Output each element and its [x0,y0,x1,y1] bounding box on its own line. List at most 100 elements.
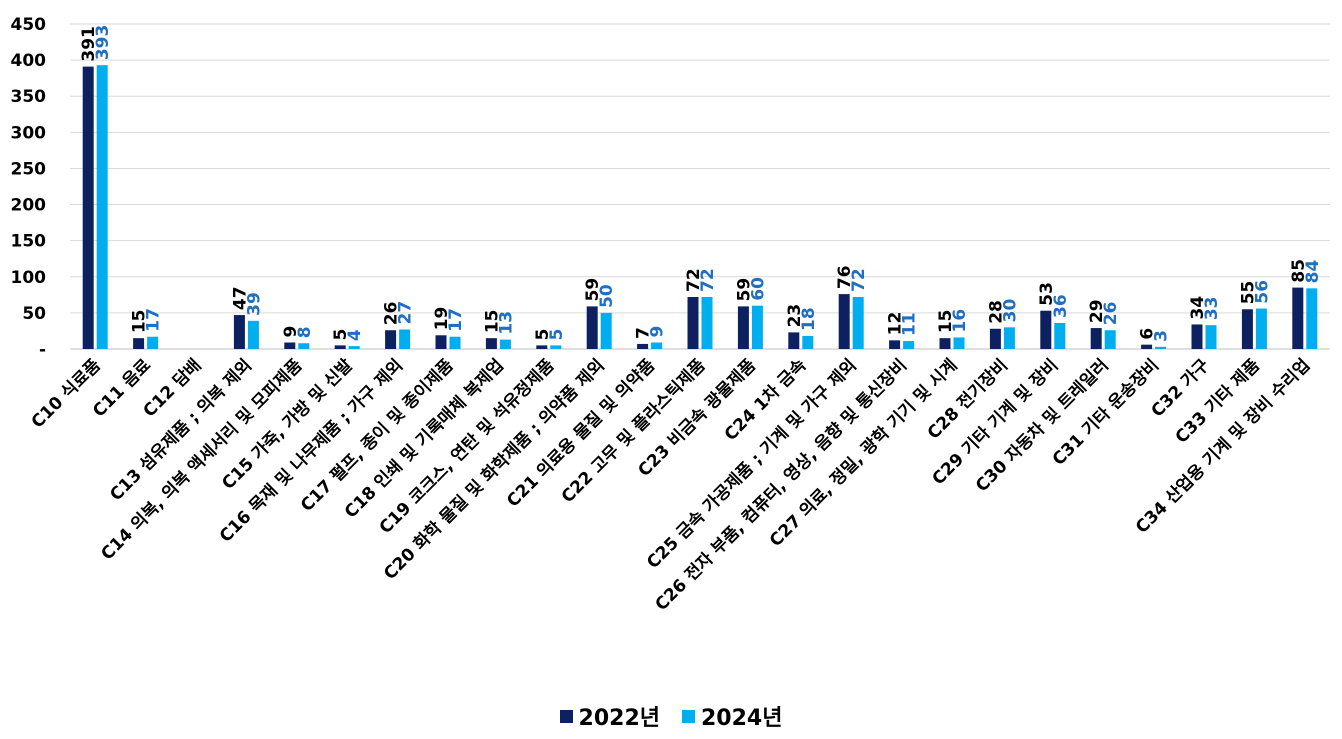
y-tick-label: 350 [11,87,47,107]
legend: 2022년 2024년 [0,700,1342,732]
bar-2022 [133,338,145,349]
data-label-2024: 33 [1202,296,1222,320]
bar-2024 [651,342,663,349]
data-label-2022: 15 [482,309,502,333]
data-label-2024: 8 [295,326,315,338]
data-label-2024: 9 [648,326,668,338]
data-label-2024: 60 [748,277,768,301]
bar-2024 [903,341,915,349]
bar-2022 [838,294,850,349]
bar-2024 [247,320,259,349]
bar-2024 [1306,288,1318,349]
bar-2024 [550,345,562,349]
bar-2024 [852,297,864,349]
y-tick-label: 200 [11,196,47,216]
bar-2022 [334,345,346,349]
bar-2022 [1292,287,1304,349]
data-label-2022: 47 [230,286,250,310]
data-label-2022: 55 [1238,281,1258,305]
data-label-2024: 18 [799,307,819,331]
data-label-2022: 59 [583,278,603,302]
data-label-2022: 15 [936,309,956,333]
data-label-2024: 72 [849,268,869,292]
legend-swatch-2022 [559,709,573,723]
bar-2022 [485,338,497,349]
bar-2022 [939,338,951,349]
y-tick-label: - [39,340,46,360]
data-label-2022: 19 [432,307,452,331]
data-label-2024: 5 [547,329,567,341]
bar-2022 [1241,309,1253,349]
bar-2024 [499,339,511,349]
data-label-2024: 4 [345,329,365,341]
bar-2022 [788,332,800,349]
data-label-2024: 27 [396,301,416,325]
bar-2022 [637,343,649,349]
bar-2024 [147,336,159,349]
data-label-2022: 76 [835,265,855,289]
data-label-2024: 393 [93,25,113,61]
y-tick-label: 400 [11,51,47,71]
data-label-2024: 30 [1000,299,1020,323]
bar-2024 [449,336,461,349]
data-label-2022: 53 [1037,282,1057,306]
data-label-2022: 5 [331,329,351,341]
data-label-2022: 34 [1188,296,1208,320]
bar-2024 [1205,325,1217,349]
y-tick-label: 250 [11,159,47,179]
bar-2022 [989,328,1001,349]
bar-2024 [1003,327,1015,349]
data-label-2022: 72 [684,268,704,292]
bar-2022 [385,330,397,349]
data-label-2022: 28 [986,300,1006,324]
bar-2024 [399,329,411,349]
bar-2022 [536,345,548,349]
data-label-2022: 9 [281,326,301,338]
bar-2024 [298,343,310,349]
y-tick-label: 150 [11,232,47,252]
legend-swatch-2024 [682,709,695,723]
bar-2022 [889,340,901,349]
bar-chart: -501001502002503003504004503913931517473… [11,15,1330,615]
data-label-2024: 13 [496,311,516,335]
data-label-2024: 72 [698,268,718,292]
data-label-2024: 17 [446,308,466,332]
bar-2022 [687,297,699,349]
bar-2022 [435,335,447,349]
y-tick-label: 300 [11,123,47,143]
bar-2024 [96,65,108,350]
bar-2022 [1191,324,1203,349]
x-category-label: C10 식료품 [28,355,105,432]
legend-label-2024: 2024년 [701,706,783,731]
bar-2022 [233,315,245,349]
bar-2024 [1054,323,1066,349]
data-label-2022: 6 [1138,328,1158,340]
bar-2022 [586,306,598,349]
legend-label-2022: 2022년 [578,706,660,731]
data-label-2022: 23 [785,304,805,328]
data-label-2024: 3 [1152,330,1172,342]
data-label-2022: 391 [79,26,99,62]
data-label-2022: 7 [634,327,654,339]
data-label-2022: 29 [1087,299,1107,323]
bar-2022 [1141,344,1153,349]
bar-2024 [751,305,763,349]
data-label-2022: 59 [734,278,754,302]
bar-2022 [82,66,94,349]
data-label-2024: 11 [900,312,920,336]
bar-2024 [600,312,612,349]
data-label-2024: 17 [144,308,164,332]
data-label-2022: 15 [130,309,150,333]
bar-2022 [284,342,296,349]
bar-2024 [953,337,965,349]
data-label-2024: 56 [1252,280,1272,304]
data-label-2024: 26 [1101,302,1121,326]
bar-2024 [802,336,814,349]
bar-2022 [1040,310,1052,349]
y-tick-label: 450 [11,15,47,35]
data-label-2024: 39 [244,292,264,316]
data-label-2024: 36 [1051,294,1071,318]
bar-2024 [1155,346,1167,349]
y-tick-label: 50 [22,304,46,324]
